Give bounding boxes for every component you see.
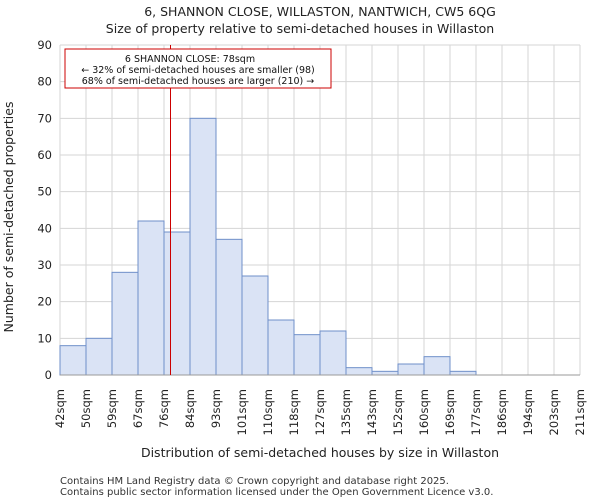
- annotation-line-3: 68% of semi-detached houses are larger (…: [82, 76, 315, 87]
- x-tick-label: 203sqm: [547, 389, 561, 435]
- x-tick-label: 127sqm: [313, 389, 327, 435]
- x-tick-label: 50sqm: [79, 389, 93, 428]
- y-tick-label: 60: [37, 148, 52, 162]
- x-tick-label: 76sqm: [157, 389, 171, 428]
- bar-169sqm: [449, 370, 477, 376]
- footer-line-2: Contains public sector information licen…: [60, 487, 493, 498]
- x-tick-label: 67sqm: [131, 389, 145, 428]
- x-tick-label: 152sqm: [391, 389, 405, 435]
- y-tick-label: 20: [37, 295, 52, 309]
- x-tick-label: 42sqm: [53, 389, 67, 428]
- x-tick-label: 211sqm: [573, 389, 587, 435]
- annotation-line-2: ← 32% of semi-detached houses are smalle…: [81, 65, 315, 76]
- bar-42sqm: [59, 345, 87, 376]
- bar-84sqm: [189, 117, 217, 376]
- bar-59sqm: [111, 271, 139, 376]
- bar-143sqm: [371, 370, 399, 376]
- y-tick-label: 40: [37, 221, 52, 235]
- x-tick-label: 135sqm: [339, 389, 353, 435]
- y-tick-label: 70: [37, 111, 52, 125]
- x-tick-label: 93sqm: [209, 389, 223, 428]
- y-axis-ticks: 0 10 20 30 40 50 60 70 80 90: [37, 38, 52, 382]
- x-tick-label: 186sqm: [495, 389, 509, 435]
- x-axis-ticks: 42sqm 50sqm 59sqm 67sqm 76sqm 84sqm 93sqm 101sq…: [53, 389, 587, 435]
- annotation-line-1: 6 SHANNON CLOSE: 78sqm: [125, 54, 255, 65]
- bar-127sqm: [319, 330, 347, 376]
- x-tick-label: 84sqm: [183, 389, 197, 428]
- annotation-frame: [64, 48, 332, 89]
- y-tick-label: 50: [37, 185, 52, 199]
- footer-line-1: Contains HM Land Registry data © Crown c…: [60, 476, 449, 487]
- chart-subtitle: Size of property relative to semi-detach…: [106, 21, 494, 36]
- bar-76sqm: [163, 231, 191, 376]
- bar-135sqm: [345, 367, 373, 376]
- bar-152sqm: [397, 363, 425, 376]
- bar-110sqm: [267, 319, 295, 376]
- bar-101sqm: [241, 275, 269, 376]
- y-tick-label: 10: [37, 331, 52, 345]
- x-tick-label: 160sqm: [417, 389, 431, 435]
- x-tick-label: 101sqm: [235, 389, 249, 435]
- y-tick-label: 0: [45, 368, 52, 382]
- bar-118sqm: [293, 334, 321, 376]
- y-tick-label: 30: [37, 258, 52, 272]
- chart-title: 6, SHANNON CLOSE, WILLASTON, NANTWICH, C…: [144, 4, 496, 19]
- x-tick-label: 194sqm: [521, 389, 535, 435]
- annotation-box: 6 SHANNON CLOSE: 78sqm ← 32% of semi-det…: [64, 48, 332, 89]
- x-tick-label: 118sqm: [287, 389, 301, 435]
- x-tick-label: 177sqm: [469, 389, 483, 435]
- y-tick-label: 80: [37, 75, 52, 89]
- bar-93sqm: [215, 238, 243, 376]
- x-axis-label: Distribution of semi-detached houses by …: [141, 445, 499, 460]
- bar-160sqm: [423, 356, 451, 376]
- bar-50sqm: [85, 337, 113, 376]
- bar-67sqm: [137, 220, 165, 376]
- x-tick-label: 110sqm: [261, 389, 275, 435]
- x-tick-label: 169sqm: [443, 389, 457, 435]
- y-axis-label: Number of semi-detached properties: [1, 102, 16, 333]
- bars: [59, 117, 580, 376]
- x-tick-label: 143sqm: [365, 389, 379, 435]
- x-tick-label: 59sqm: [105, 389, 119, 428]
- y-tick-label: 90: [37, 38, 52, 52]
